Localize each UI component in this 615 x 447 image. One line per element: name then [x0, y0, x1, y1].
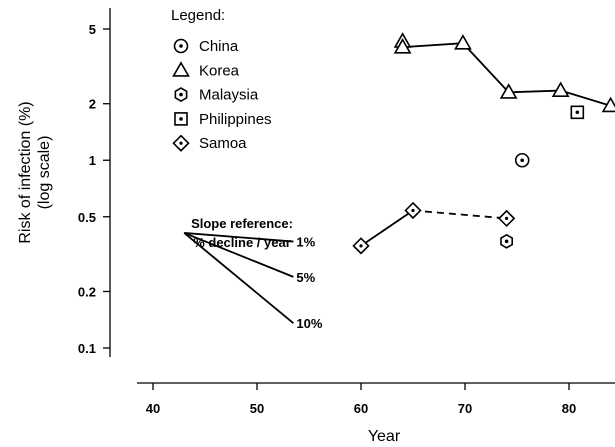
y-tick-label: 0.2 [78, 284, 96, 299]
slope-line-label: 1% [296, 235, 315, 250]
data-point-philippines [570, 105, 585, 120]
x-tick-label: 40 [146, 401, 160, 416]
marker-triangle [172, 61, 190, 77]
y-axis-title: Risk of infection (%) [17, 101, 34, 243]
data-point-korea [393, 38, 412, 54]
marker-triangle [601, 96, 615, 113]
data-markers [352, 32, 615, 255]
legend: Legend: China Korea Malaysia Philippines Samo… [171, 7, 272, 152]
slope-line [183, 232, 294, 278]
data-point-korea [499, 83, 518, 99]
marker-dot [359, 244, 363, 248]
marker-dot [179, 141, 183, 145]
legend-label-china: China [199, 38, 239, 55]
marker-dot [411, 208, 415, 213]
y-tick-label: 5 [89, 22, 96, 37]
slope-reference-title: Slope reference: [191, 216, 293, 231]
legend-marker-china [173, 38, 189, 54]
slope-line-label: 10% [296, 316, 322, 331]
y-tick-label: 0.5 [78, 210, 96, 225]
y-tick-label: 2 [89, 97, 96, 112]
y-axis: 0.1 0.2 0.5 1 2 5 Risk of infection (%) (log sc… [17, 8, 111, 357]
marker-triangle [393, 38, 412, 54]
x-tick-label: 60 [354, 401, 368, 416]
data-point-korea [551, 81, 570, 97]
marker-triangle [499, 83, 518, 99]
slope-line [183, 232, 294, 324]
data-point-korea [601, 96, 615, 113]
slope-line [184, 232, 294, 243]
x-tick-label: 80 [562, 401, 576, 416]
legend-marker-korea [172, 61, 190, 77]
marker-dot [179, 117, 183, 121]
data-point-samoa [352, 237, 370, 255]
series-segment-samoa [412, 209, 507, 220]
y-axis-subtitle: (log scale) [36, 136, 53, 210]
data-point-malaysia [500, 233, 514, 249]
legend-marker-philippines [174, 112, 188, 126]
legend-label-malaysia: Malaysia [199, 87, 259, 104]
legend-title: Legend: [171, 7, 225, 24]
legend-label-korea: Korea [199, 62, 240, 79]
legend-marker-samoa [172, 134, 190, 152]
marker-dot [504, 239, 509, 244]
slope-line-label: 5% [296, 270, 315, 285]
marker-dot [179, 44, 183, 48]
x-tick-label: 50 [250, 401, 264, 416]
series-lines [360, 41, 611, 247]
marker-dot [505, 216, 509, 221]
series-segment-samoa [360, 209, 414, 247]
data-point-china [514, 152, 530, 168]
x-axis-title: Year [368, 428, 401, 445]
x-tick-label: 70 [458, 401, 472, 416]
y-tick-label: 0.1 [78, 341, 96, 356]
slope-reference: Slope reference:% decline / year 1%5%10% [183, 216, 323, 331]
marker-dot [520, 158, 524, 163]
data-point-samoa [404, 201, 422, 220]
marker-dot [179, 92, 183, 97]
data-point-korea [454, 34, 472, 50]
marker-triangle [551, 81, 570, 97]
legend-label-samoa: Samoa [199, 135, 247, 152]
y-tick-label: 1 [89, 153, 96, 168]
data-point-samoa [497, 209, 516, 228]
marker-dot [575, 110, 580, 115]
legend-label-philippines: Philippines [199, 111, 272, 128]
x-axis: 40 50 60 70 80 Year [137, 382, 615, 445]
marker-triangle [454, 34, 472, 50]
legend-marker-malaysia [174, 87, 188, 103]
